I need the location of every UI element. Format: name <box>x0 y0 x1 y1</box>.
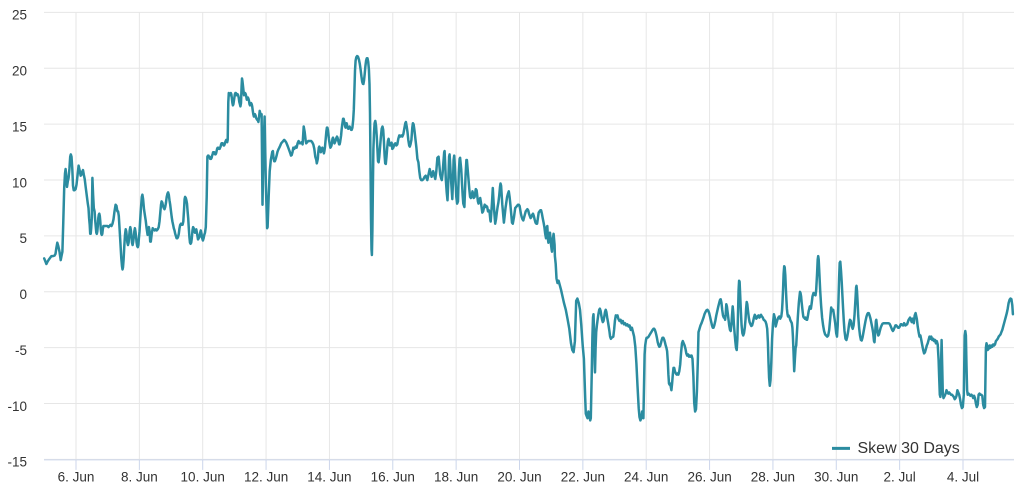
svg-text:16. Jun: 16. Jun <box>371 470 415 485</box>
svg-text:8. Jun: 8. Jun <box>121 470 158 485</box>
svg-text:-5: -5 <box>15 343 27 358</box>
svg-text:10: 10 <box>12 175 27 190</box>
svg-text:18. Jun: 18. Jun <box>434 470 478 485</box>
svg-text:10. Jun: 10. Jun <box>181 470 225 485</box>
svg-text:0: 0 <box>19 287 27 302</box>
svg-text:20. Jun: 20. Jun <box>497 470 541 485</box>
svg-text:6. Jun: 6. Jun <box>58 470 95 485</box>
svg-text:14. Jun: 14. Jun <box>307 470 351 485</box>
svg-text:20: 20 <box>12 64 27 79</box>
svg-text:2. Jul: 2. Jul <box>883 470 915 485</box>
svg-text:-15: -15 <box>7 455 27 470</box>
svg-text:25: 25 <box>12 8 27 23</box>
svg-text:22. Jun: 22. Jun <box>561 470 605 485</box>
svg-text:4. Jul: 4. Jul <box>947 470 979 485</box>
svg-text:5: 5 <box>19 231 27 246</box>
svg-text:-10: -10 <box>7 399 27 414</box>
svg-text:12. Jun: 12. Jun <box>244 470 288 485</box>
svg-text:26. Jun: 26. Jun <box>687 470 731 485</box>
svg-text:15: 15 <box>12 120 27 135</box>
svg-text:24. Jun: 24. Jun <box>624 470 668 485</box>
svg-text:28. Jun: 28. Jun <box>751 470 795 485</box>
svg-text:30. Jun: 30. Jun <box>814 470 858 485</box>
svg-text:Skew 30 Days: Skew 30 Days <box>858 440 960 457</box>
